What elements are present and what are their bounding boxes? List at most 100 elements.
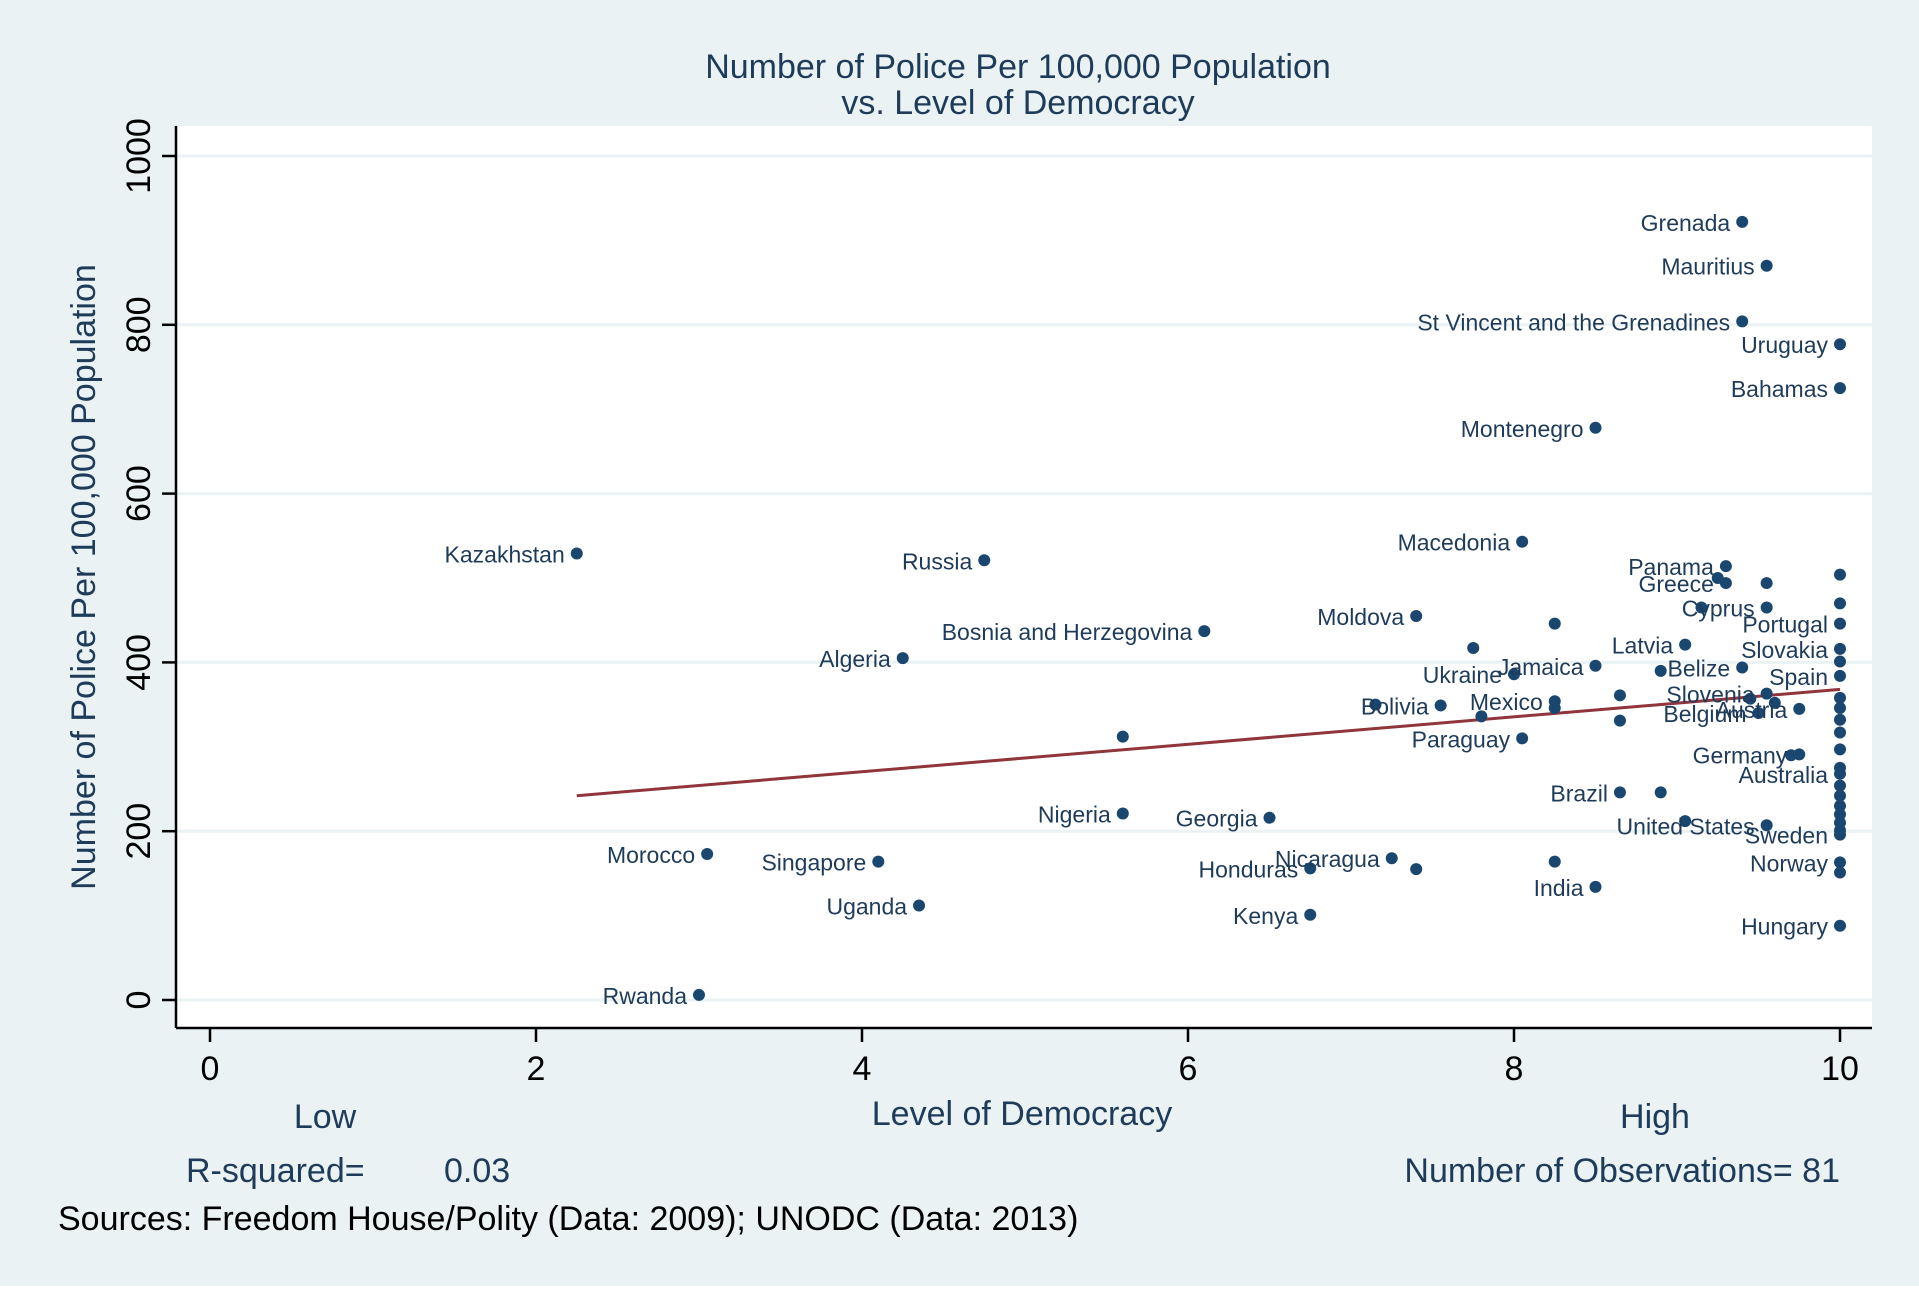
point-label: Latvia (1612, 633, 1674, 659)
data-point (1834, 799, 1846, 812)
data-point (1834, 382, 1846, 395)
point-label: Ukraine (1423, 662, 1502, 688)
data-points (570, 215, 1846, 1001)
y-axis-ticks: 0 200 400 600 800 1000 (120, 118, 176, 1009)
data-point (1834, 779, 1846, 792)
point-label: Kazakhstan (445, 542, 565, 568)
fit-line-group (576, 687, 1841, 798)
data-point (1695, 601, 1708, 614)
point-label: Uruguay (1741, 332, 1828, 358)
x-tick-label: 6 (1179, 1050, 1198, 1088)
chart-title-line-2: vs. Level of Democracy (841, 84, 1194, 122)
data-point (1834, 919, 1846, 932)
point-label: Georgia (1176, 806, 1258, 832)
point-label: Singapore (761, 850, 866, 876)
data-point (1760, 687, 1773, 700)
point-label: Cyprus (1682, 596, 1755, 622)
data-point (1589, 880, 1602, 893)
data-point (1834, 338, 1846, 351)
point-label: Paraguay (1412, 726, 1511, 752)
data-point (1793, 702, 1806, 715)
data-point (1834, 713, 1846, 726)
point-label: Algeria (819, 646, 891, 672)
point-label: Macedonia (1398, 530, 1511, 556)
data-point (1304, 908, 1317, 921)
point-label: United States (1617, 813, 1755, 839)
x-tick-label: 2 (527, 1050, 546, 1088)
data-point (1834, 856, 1846, 869)
point-label: Belize (1668, 655, 1731, 681)
data-point (1410, 609, 1423, 622)
point-label: Bolivia (1361, 693, 1429, 719)
data-point (1834, 824, 1846, 837)
axes (174, 126, 1872, 1030)
data-point (1736, 315, 1749, 328)
point-label: Bosnia and Herzegovina (942, 619, 1193, 645)
data-point (896, 652, 909, 665)
data-point (1834, 726, 1846, 739)
point-label: Uganda (826, 893, 907, 919)
point-label: Mauritius (1661, 254, 1754, 280)
data-point (872, 855, 885, 868)
data-point (1516, 535, 1529, 548)
data-point (1304, 862, 1317, 875)
point-label: Australia (1739, 762, 1829, 788)
chart-title-line-1: Number of Police Per 100,000 Population (705, 48, 1331, 86)
data-point (1613, 786, 1626, 799)
point-label: Kenya (1233, 903, 1298, 929)
sources-note: Sources: Freedom House/Polity (Data: 200… (58, 1200, 1078, 1238)
point-label: Rwanda (603, 983, 688, 1009)
x-tick-label: 4 (853, 1050, 872, 1088)
x-tick-label: 10 (1821, 1050, 1859, 1088)
data-point (1834, 691, 1846, 704)
data-point (1589, 659, 1602, 672)
point-label: Spain (1769, 664, 1828, 690)
x-axis-label: Level of Democracy (872, 1095, 1172, 1133)
point-label: Slovakia (1741, 637, 1828, 663)
point-label: Slovenia (1666, 682, 1754, 708)
data-point (1719, 560, 1732, 573)
r-squared-value: 0.03 (444, 1152, 510, 1190)
point-label: Nicaragua (1275, 846, 1380, 872)
data-point (1613, 714, 1626, 727)
data-point (1834, 655, 1846, 668)
data-point (1760, 601, 1773, 614)
data-point (1834, 808, 1846, 821)
data-point (1834, 597, 1846, 610)
data-point (1475, 710, 1488, 723)
x-tick-label: 0 (201, 1050, 220, 1088)
data-point (693, 988, 705, 1001)
data-point (1711, 572, 1724, 584)
point-label: Belgium (1663, 701, 1746, 727)
data-point (570, 547, 583, 560)
y-tick-label: 800 (120, 296, 158, 353)
data-point (1116, 807, 1129, 820)
data-point (1744, 692, 1757, 705)
data-point (1834, 669, 1846, 682)
x-tick-label: 8 (1505, 1050, 1524, 1088)
point-label: Jamaica (1498, 654, 1584, 680)
data-point (1679, 815, 1692, 828)
data-point (1834, 761, 1846, 774)
data-point (1467, 642, 1480, 655)
point-label: Montenegro (1461, 416, 1584, 442)
data-point (1785, 749, 1798, 762)
data-point (1548, 617, 1561, 630)
y-tick-label: 0 (120, 991, 158, 1010)
point-label: St Vincent and the Grenadines (1417, 309, 1730, 335)
point-label: Sweden (1745, 823, 1828, 849)
data-point (1516, 732, 1529, 745)
point-label: India (1534, 875, 1584, 901)
point-label: Brazil (1550, 780, 1608, 806)
observations-label: Number of Observations= 81 (1404, 1152, 1840, 1190)
data-point (978, 554, 991, 567)
x-axis-high-label: High (1620, 1098, 1690, 1136)
data-point (1548, 701, 1561, 714)
data-point (1508, 668, 1520, 681)
data-point (1736, 215, 1749, 228)
data-point (1834, 642, 1846, 655)
point-label: Nigeria (1038, 801, 1111, 827)
data-point (1385, 852, 1398, 865)
